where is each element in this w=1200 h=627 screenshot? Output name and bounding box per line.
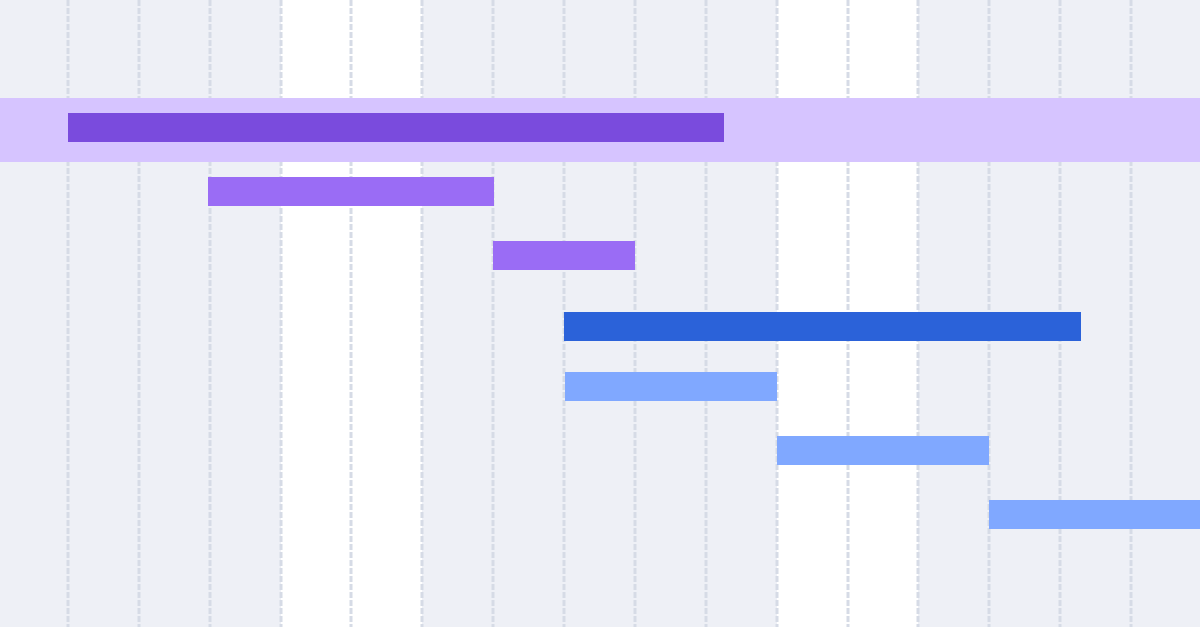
task-bar <box>68 113 724 142</box>
task-bar <box>208 177 494 206</box>
task-bar <box>493 241 635 270</box>
task-bar <box>565 372 777 401</box>
task-bar <box>777 436 989 465</box>
task-bar <box>989 500 1200 529</box>
task-bar <box>564 312 1081 341</box>
